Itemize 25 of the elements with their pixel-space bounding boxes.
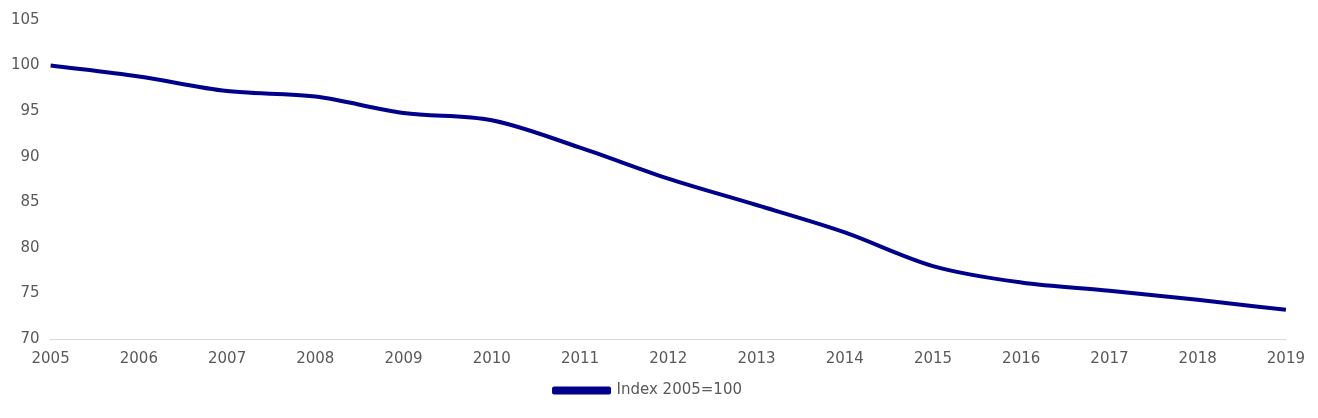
x-tick-label: 2015 <box>913 348 953 367</box>
x-tick-label: 2012 <box>649 348 688 367</box>
y-tick-label: 100 <box>10 55 40 74</box>
x-tick-label: 2016 <box>1002 348 1041 367</box>
x-tick-label: 2019 <box>1266 348 1306 367</box>
x-tick-label: 2013 <box>737 348 776 367</box>
x-tick-label: 2014 <box>825 348 864 367</box>
y-tick-label: 75 <box>20 283 40 302</box>
y-tick-label: 80 <box>20 237 40 256</box>
y-tick-label: 85 <box>20 192 40 211</box>
x-tick-label: 2018 <box>1178 348 1217 367</box>
x-tick-label: 2017 <box>1090 348 1129 367</box>
x-tick-label: 2009 <box>384 348 423 367</box>
y-tick-label: 105 <box>10 9 40 28</box>
x-tick-label: 2007 <box>208 348 247 367</box>
x-tick-label: 2011 <box>560 348 600 367</box>
x-tick-label: 2008 <box>296 348 335 367</box>
x-tick-label: 2006 <box>119 348 158 367</box>
y-tick-label: 70 <box>20 328 40 347</box>
x-tick-label: 2010 <box>472 348 511 367</box>
y-tick-label: 90 <box>20 146 40 165</box>
line-series <box>48 63 1288 312</box>
legend-label: Index 2005=100 <box>616 380 742 399</box>
y-tick-label: 95 <box>20 101 40 120</box>
x-tick-label: 2005 <box>31 348 70 367</box>
